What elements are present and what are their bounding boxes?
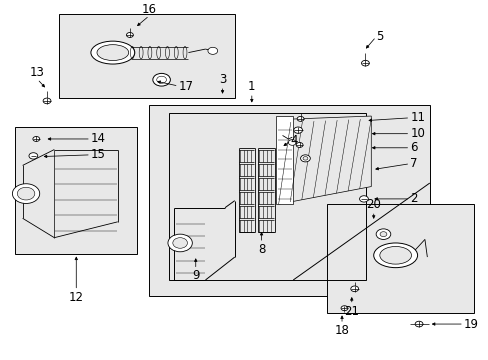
Circle shape bbox=[43, 98, 51, 104]
Circle shape bbox=[126, 32, 133, 37]
Circle shape bbox=[350, 286, 358, 292]
Text: 18: 18 bbox=[334, 324, 349, 337]
Text: 7: 7 bbox=[409, 157, 417, 170]
Circle shape bbox=[300, 155, 310, 162]
Circle shape bbox=[288, 140, 296, 145]
Circle shape bbox=[297, 116, 304, 121]
Text: 15: 15 bbox=[91, 148, 105, 161]
Circle shape bbox=[157, 76, 166, 83]
Circle shape bbox=[303, 157, 307, 160]
Circle shape bbox=[361, 60, 368, 66]
Text: 17: 17 bbox=[178, 80, 193, 93]
Circle shape bbox=[414, 321, 422, 327]
Circle shape bbox=[153, 73, 170, 86]
Circle shape bbox=[340, 306, 347, 311]
Circle shape bbox=[375, 229, 390, 239]
Text: 3: 3 bbox=[219, 73, 226, 86]
Circle shape bbox=[172, 238, 187, 248]
Polygon shape bbox=[278, 116, 370, 204]
Bar bbox=[149, 105, 429, 296]
Circle shape bbox=[379, 232, 386, 237]
Text: 12: 12 bbox=[69, 291, 83, 303]
Text: 2: 2 bbox=[409, 192, 417, 206]
Text: 19: 19 bbox=[463, 318, 478, 330]
Text: 13: 13 bbox=[30, 66, 44, 79]
Text: 5: 5 bbox=[375, 30, 383, 43]
Ellipse shape bbox=[91, 41, 135, 64]
Text: 16: 16 bbox=[142, 3, 157, 15]
Text: 14: 14 bbox=[91, 132, 106, 145]
Bar bbox=[276, 116, 293, 204]
Circle shape bbox=[207, 47, 217, 54]
Text: 9: 9 bbox=[192, 269, 199, 282]
Text: 6: 6 bbox=[409, 141, 417, 154]
Text: 4: 4 bbox=[290, 134, 298, 147]
Ellipse shape bbox=[379, 247, 411, 264]
Text: 11: 11 bbox=[409, 111, 425, 124]
Bar bbox=[15, 127, 137, 253]
Bar bbox=[327, 204, 473, 314]
Text: 20: 20 bbox=[366, 198, 380, 211]
Text: 8: 8 bbox=[257, 243, 264, 256]
Bar bbox=[168, 113, 366, 280]
Circle shape bbox=[33, 136, 40, 141]
Bar bbox=[59, 14, 234, 98]
Circle shape bbox=[296, 143, 303, 148]
Ellipse shape bbox=[97, 45, 128, 60]
Circle shape bbox=[17, 187, 35, 200]
Circle shape bbox=[29, 153, 38, 159]
Text: 10: 10 bbox=[409, 127, 424, 140]
Circle shape bbox=[167, 234, 192, 252]
Text: 21: 21 bbox=[344, 305, 359, 318]
Text: 1: 1 bbox=[247, 80, 255, 93]
Circle shape bbox=[359, 196, 367, 202]
Circle shape bbox=[12, 184, 40, 203]
Circle shape bbox=[293, 127, 302, 133]
Ellipse shape bbox=[373, 243, 417, 267]
